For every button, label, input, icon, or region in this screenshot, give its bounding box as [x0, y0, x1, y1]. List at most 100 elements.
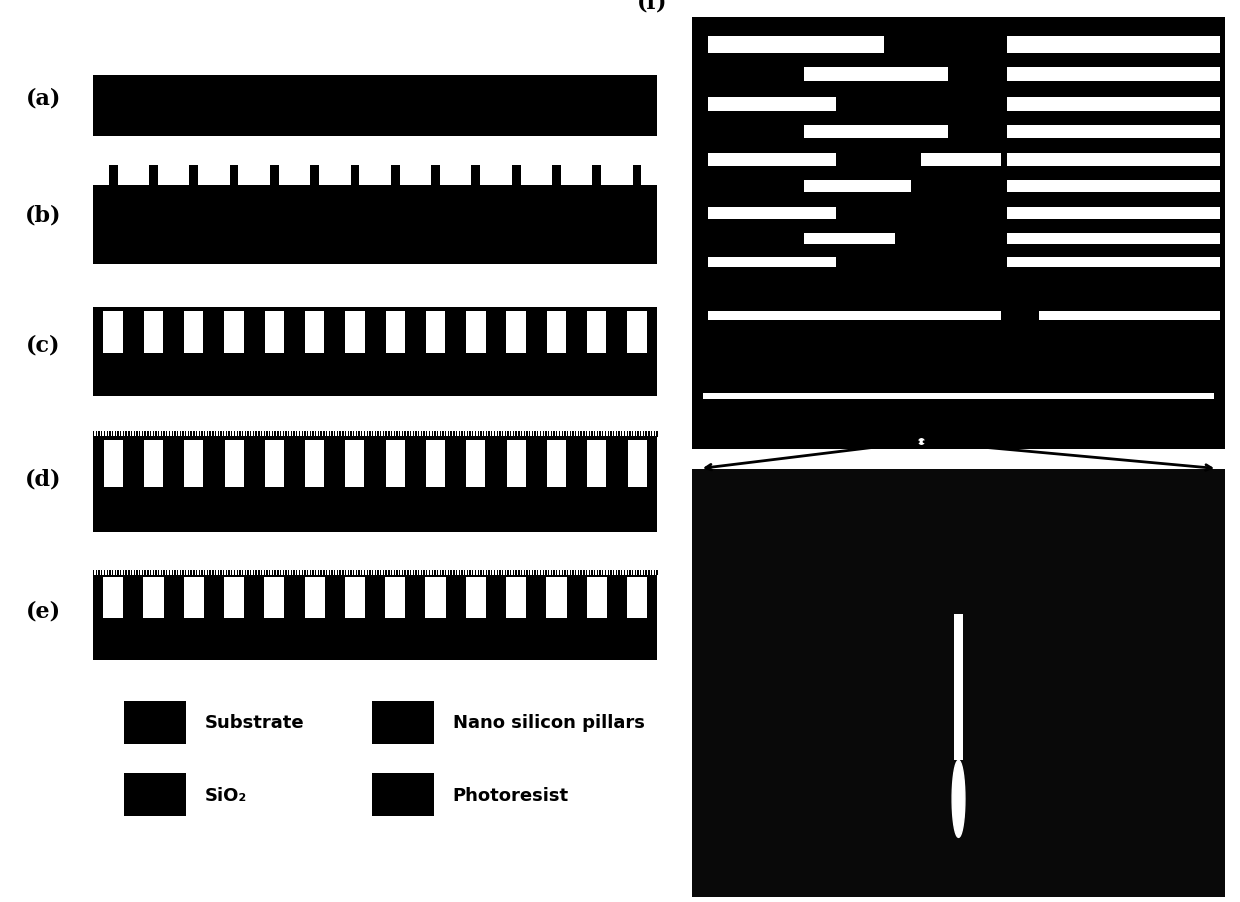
Bar [265, 441, 284, 487]
Bar [594, 432, 595, 437]
Bar [212, 570, 213, 575]
Bar [377, 570, 378, 575]
Bar [480, 432, 481, 437]
Bar [510, 432, 511, 437]
Bar [708, 257, 836, 268]
Bar [351, 166, 360, 186]
Bar [201, 570, 202, 575]
Bar [342, 570, 343, 575]
Bar [144, 441, 162, 487]
Text: Nano silicon pillars: Nano silicon pillars [453, 713, 645, 732]
Bar [445, 570, 446, 575]
Bar [653, 432, 655, 437]
Bar [591, 432, 593, 437]
Bar [353, 432, 355, 437]
Bar [425, 312, 445, 354]
Bar [370, 432, 371, 437]
Bar [272, 570, 273, 575]
Bar [1007, 234, 1220, 244]
Bar [553, 432, 554, 437]
Bar [290, 570, 293, 575]
Bar [580, 570, 582, 575]
Bar [331, 570, 332, 575]
Bar [459, 570, 460, 575]
Bar [537, 570, 538, 575]
Bar [543, 432, 544, 437]
Bar [345, 312, 365, 354]
Bar [470, 432, 471, 437]
Bar [205, 432, 206, 437]
Bar [613, 570, 614, 575]
Bar [486, 570, 487, 575]
Bar [93, 487, 657, 532]
Bar [304, 432, 305, 437]
Bar [288, 570, 289, 575]
Bar [580, 432, 582, 437]
Bar [649, 570, 650, 575]
Bar [264, 432, 265, 437]
Bar [253, 570, 254, 575]
Bar [427, 570, 428, 575]
Bar [502, 432, 503, 437]
Bar [425, 577, 445, 619]
Bar [626, 432, 627, 437]
Bar [166, 432, 167, 437]
Bar [212, 432, 213, 437]
Bar [210, 432, 211, 437]
Bar [464, 432, 465, 437]
Bar [346, 441, 365, 487]
Bar [221, 570, 222, 575]
Bar [134, 570, 135, 575]
Bar [123, 432, 124, 437]
Bar [260, 570, 262, 575]
Bar [410, 432, 412, 437]
Bar [299, 432, 300, 437]
Bar [423, 432, 425, 437]
Bar [632, 432, 634, 437]
Bar [575, 570, 577, 575]
Bar [283, 570, 284, 575]
Bar [157, 432, 160, 437]
Bar [450, 570, 451, 575]
Bar [345, 577, 365, 619]
Bar [653, 570, 655, 575]
Bar [578, 570, 579, 575]
Bar [118, 570, 119, 575]
Bar [512, 166, 521, 186]
Bar [347, 570, 348, 575]
Bar [223, 570, 224, 575]
Bar [559, 432, 560, 437]
Bar [144, 432, 146, 437]
Bar [95, 570, 97, 575]
Bar [182, 570, 184, 575]
Bar [539, 432, 541, 437]
Bar [551, 570, 552, 575]
Bar [537, 432, 538, 437]
Bar [228, 570, 229, 575]
Bar [315, 432, 316, 437]
Bar [399, 432, 401, 437]
Bar [190, 166, 198, 186]
Bar [120, 432, 122, 437]
Bar [242, 432, 243, 437]
Bar [334, 570, 335, 575]
Bar [191, 432, 192, 437]
Bar [324, 432, 325, 437]
Bar [326, 570, 327, 575]
Bar [804, 68, 947, 82]
Bar [175, 570, 176, 575]
Bar [134, 432, 135, 437]
Bar [239, 570, 241, 575]
Bar [591, 570, 593, 575]
Bar [523, 432, 525, 437]
Bar [386, 441, 404, 487]
Bar [237, 432, 238, 437]
Bar [621, 570, 622, 575]
Bar [102, 432, 103, 437]
Bar [556, 570, 558, 575]
Bar [312, 570, 314, 575]
Bar [244, 570, 246, 575]
Bar [93, 186, 657, 224]
Bar [169, 570, 170, 575]
Bar [93, 570, 94, 575]
